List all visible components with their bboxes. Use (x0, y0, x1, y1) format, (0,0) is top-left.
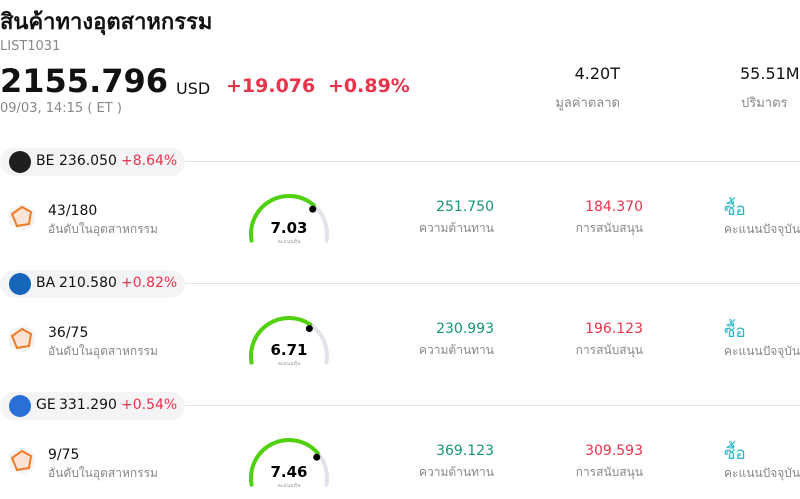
change-percent: +0.89% (328, 75, 410, 97)
gauge-dot (313, 453, 321, 461)
gauge-dot (305, 325, 313, 333)
rank-icon (9, 203, 35, 231)
divider (185, 405, 800, 406)
stock-price: 331.290 (59, 397, 117, 413)
stock-price: 210.580 (59, 275, 117, 291)
rank: 9/75 (48, 447, 80, 463)
divider (185, 161, 800, 162)
resistance-label: ความต้านทาน (419, 465, 494, 479)
ticker: GE (36, 397, 56, 413)
rank-icon (9, 325, 35, 353)
resistance: 369.123 (436, 443, 494, 459)
score: 7.03 (270, 219, 307, 237)
ticker: BE (36, 153, 55, 169)
rank-label: อันดับในอุตสาหกรรม (48, 222, 158, 236)
support: 309.593 (585, 443, 643, 459)
volume: 55.51M (740, 64, 800, 83)
volume-label: ปริมาตร (741, 96, 788, 111)
stock-price: 236.050 (59, 153, 117, 169)
resistance-label: ความต้านทาน (419, 221, 494, 235)
support: 196.123 (585, 321, 643, 337)
score-label: คะแนนหุ้น (278, 238, 301, 245)
rank-icon (9, 447, 35, 475)
rank-label: อันดับในอุตสาหกรรม (48, 344, 158, 358)
support-label: การสนับสนุน (575, 343, 643, 357)
stock-change: +8.64% (121, 153, 178, 169)
rank-label: อันดับในอุตสาหกรรม (48, 466, 158, 480)
rating-label: คะแนนปัจจุบัน (724, 222, 800, 236)
score-label: คะแนนหุ้น (278, 482, 301, 489)
rank-icon-shape (10, 205, 33, 228)
logo (9, 395, 31, 417)
gauge-value (249, 316, 313, 365)
market-cap: 4.20T (574, 64, 620, 83)
time: 09/03, 14:15 ( ET ) (0, 101, 122, 116)
rank-icon-shape (10, 327, 33, 350)
score-label: คะแนนหุ้น (278, 360, 301, 367)
rating: ซื้อ (724, 200, 746, 220)
support: 184.370 (585, 199, 643, 215)
currency: USD (176, 79, 211, 98)
score: 7.46 (270, 463, 307, 481)
rank-icon-shape (10, 449, 33, 472)
change: +19.076 (226, 75, 316, 97)
gauge-dot (309, 205, 317, 213)
code: LIST1031 (0, 39, 61, 54)
logo (9, 151, 31, 173)
divider (185, 283, 800, 284)
score: 6.71 (270, 341, 307, 359)
gauge-value (249, 194, 316, 243)
rating-label: คะแนนปัจจุบัน (724, 466, 800, 480)
price: 2155.796 (0, 62, 169, 100)
rating: ซื้อ (724, 444, 746, 464)
rank: 43/180 (48, 203, 98, 219)
ticker: BA (36, 275, 56, 291)
rating: ซื้อ (724, 322, 746, 342)
resistance: 251.750 (436, 199, 494, 215)
rank: 36/75 (48, 325, 89, 341)
support-label: การสนับสนุน (575, 465, 643, 479)
stock-change: +0.82% (121, 275, 178, 291)
market-cap-label: มูลค่าตลาด (555, 96, 620, 111)
title: สินค้าทางอุตสาหกรรม (0, 10, 213, 35)
resistance-label: ความต้านทาน (419, 343, 494, 357)
rating-label: คะแนนปัจจุบัน (724, 344, 800, 358)
stock-change: +0.54% (121, 397, 178, 413)
support-label: การสนับสนุน (575, 221, 643, 235)
gauge-value (249, 438, 320, 487)
resistance: 230.993 (436, 321, 494, 337)
logo (9, 273, 31, 295)
